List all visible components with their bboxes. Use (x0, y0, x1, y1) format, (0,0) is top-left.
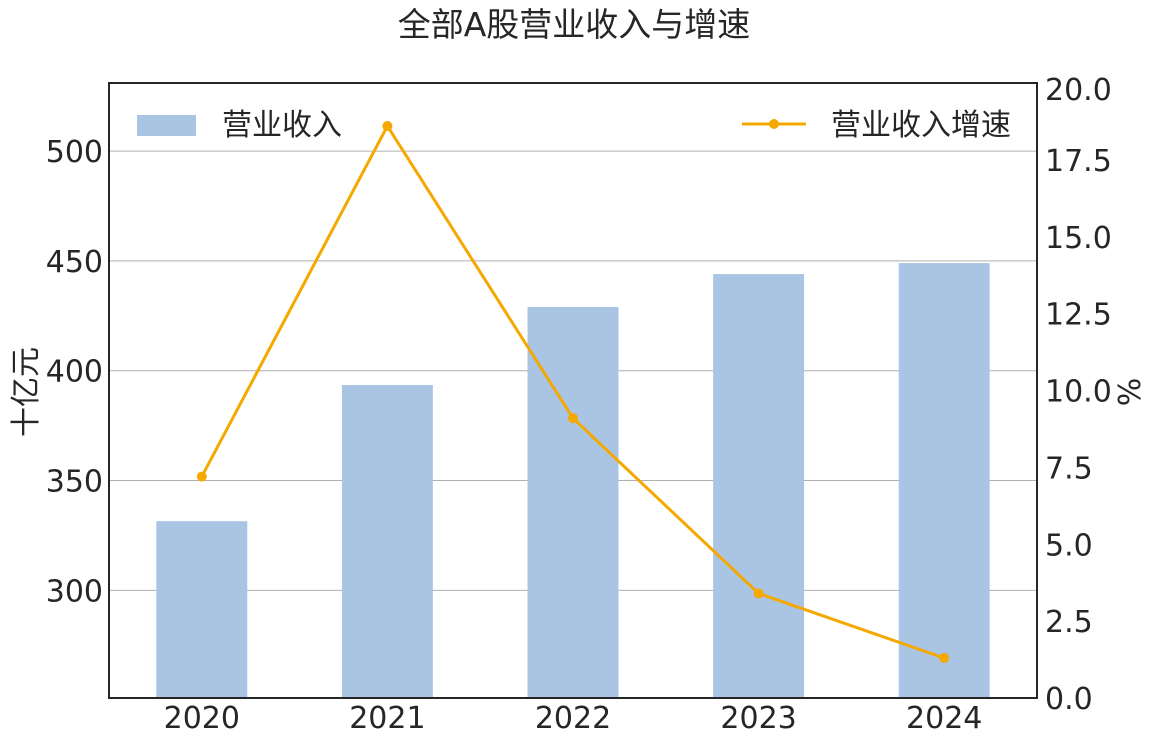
left-axis-ticks: 300 350 400 450 500 (46, 135, 103, 609)
legend-bar-swatch (137, 115, 196, 136)
legend-line-label: 营业收入增速 (831, 108, 1011, 143)
x-tick-label: 2024 (906, 701, 982, 736)
right-tick-label: 10.0 (1045, 375, 1112, 410)
legend-bar: 营业收入 (137, 108, 342, 143)
chart-title: 全部A股营业收入与增速 (398, 5, 751, 44)
left-tick-label: 450 (46, 245, 103, 280)
x-tick-label: 2023 (720, 701, 796, 736)
right-tick-label: 0.0 (1045, 682, 1093, 717)
right-tick-label: 15.0 (1045, 221, 1112, 256)
x-tick-label: 2021 (349, 701, 425, 736)
bar-2023 (713, 274, 805, 698)
growth-point-2020 (196, 471, 207, 482)
bar-2021 (341, 385, 433, 698)
left-tick-label: 350 (46, 465, 103, 500)
right-axis-ticks: 0.0 2.5 5.0 7.5 10.0 12.5 15.0 17.5 20.0 (1045, 73, 1112, 717)
growth-point-2023 (753, 588, 764, 599)
bar-2020 (156, 521, 248, 698)
x-tick-label: 2022 (535, 701, 611, 736)
legend-line: 营业收入增速 (742, 108, 1011, 143)
legend-bar-label: 营业收入 (222, 108, 342, 143)
bar-2024 (898, 263, 990, 698)
right-tick-label: 17.5 (1045, 144, 1112, 179)
growth-point-2024 (939, 653, 950, 664)
legend-line-marker (769, 119, 779, 129)
right-tick-label: 7.5 (1045, 451, 1093, 486)
right-tick-label: 5.0 (1045, 528, 1093, 563)
left-axis-label: 十亿元 (9, 347, 44, 437)
line-series (196, 121, 950, 664)
x-axis-ticks: 2020 2021 2022 2023 2024 (164, 701, 983, 736)
growth-point-2022 (568, 413, 578, 424)
left-tick-label: 400 (46, 355, 103, 390)
growth-point-2021 (382, 121, 393, 132)
plot-frame (108, 82, 1038, 699)
x-tick-label: 2020 (164, 701, 240, 736)
right-tick-label: 2.5 (1045, 605, 1093, 640)
left-tick-label: 500 (46, 135, 103, 170)
right-tick-label: 12.5 (1045, 298, 1112, 333)
right-tick-label: 20.0 (1045, 73, 1112, 108)
left-tick-label: 300 (46, 574, 103, 609)
right-axis-label: % (1113, 378, 1148, 407)
